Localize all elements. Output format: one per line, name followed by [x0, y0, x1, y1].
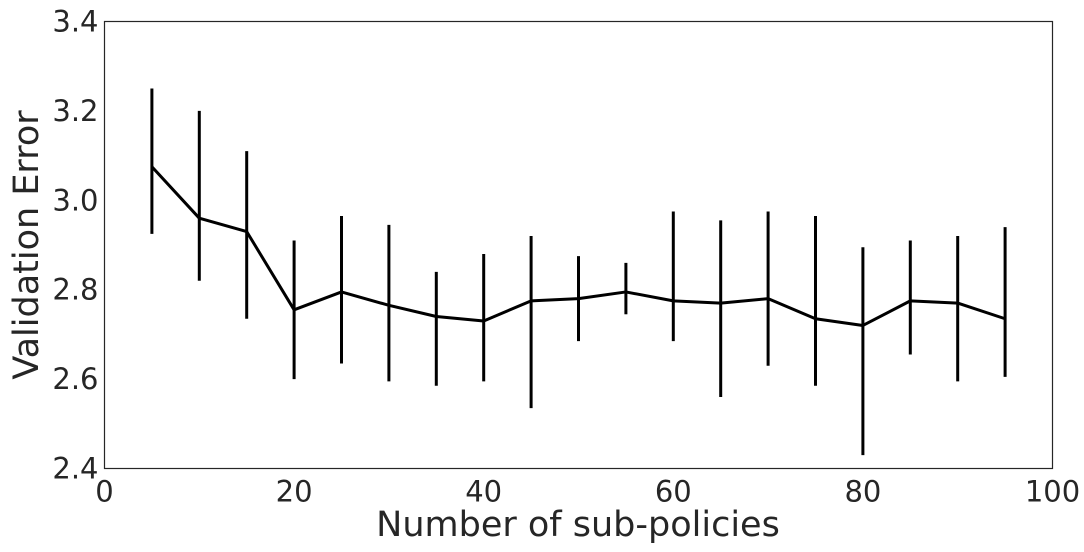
y-tick-label: 2.8	[52, 273, 98, 307]
series-line	[150, 165, 1006, 327]
x-tick-label: 100	[1025, 475, 1080, 509]
x-tick-label: 0	[95, 475, 113, 509]
x-tick-label: 80	[844, 475, 881, 509]
y-tick-label: 3.2	[52, 94, 98, 128]
x-tick-label: 20	[276, 475, 313, 509]
x-tick-label: 60	[655, 475, 692, 509]
y-tick-label: 3.0	[52, 183, 98, 217]
y-axis-ticks: 2.4 2.6 2.8 3.0 3.2 3.4	[52, 5, 98, 486]
x-axis-label: Number of sub-policies	[376, 505, 780, 545]
y-tick-label: 3.4	[52, 5, 98, 39]
x-tick-label: 40	[465, 475, 502, 509]
y-tick-label: 2.6	[52, 362, 98, 396]
error-bars	[150, 88, 1007, 456]
plot-area-frame	[103, 20, 1054, 470]
y-tick-label: 2.4	[52, 452, 98, 486]
x-axis-ticks: 0 20 40 60 80 100	[95, 475, 1080, 509]
y-axis-label: Validation Error	[7, 110, 47, 380]
